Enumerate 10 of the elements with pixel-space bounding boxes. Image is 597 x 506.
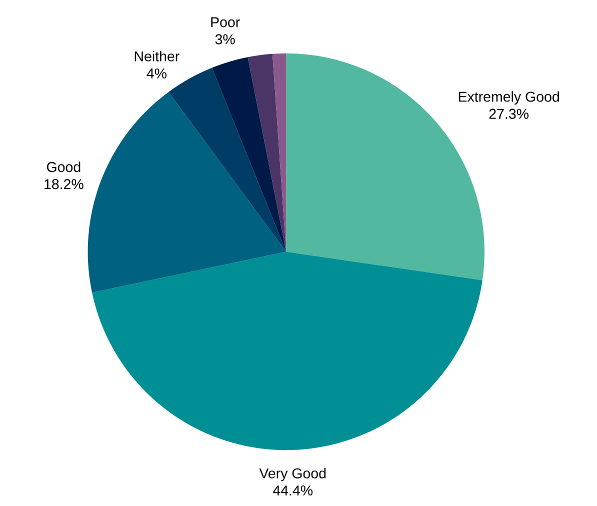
- data-label: 44.4%: [272, 485, 313, 496]
- slice-label: Poor: [211, 17, 240, 28]
- slice-label: Good: [46, 161, 80, 172]
- data-label: 4%: [146, 68, 166, 78]
- data-label: 27.3%: [489, 108, 529, 119]
- data-label: 18.2%: [44, 178, 84, 189]
- slice-label: Neither: [134, 50, 180, 62]
- data-label: 3%: [215, 34, 235, 44]
- slice-label: Very Good: [259, 468, 326, 482]
- slice-label: Extremely Good: [458, 91, 559, 104]
